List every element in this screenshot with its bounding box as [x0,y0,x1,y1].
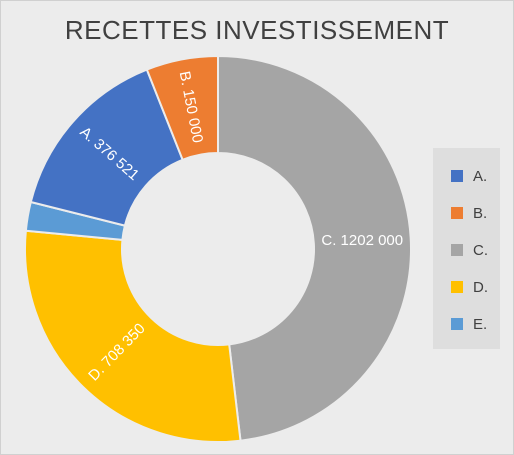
legend-item-b: B. [451,203,487,223]
legend-item-d: D. [451,277,488,297]
legend-swatch [451,281,463,293]
chart-title: RECETTES INVESTISSEMENT [64,15,450,45]
legend-label: C. [473,241,488,259]
legend: A. B. C. D. E. [433,148,500,349]
legend-swatch [451,207,463,219]
legend-label: B. [473,204,488,222]
legend-label: A. [473,167,488,185]
legend-item-e: E. [451,314,487,334]
slice-d [24,229,242,443]
slice-c [217,54,412,442]
legend-label: E. [473,315,488,333]
legend-item-c: C. [451,240,488,260]
legend-swatch [451,244,463,256]
legend-swatch [451,170,463,182]
data-label-c: C. 1202 000 [321,232,403,249]
legend-swatch [451,318,463,330]
legend-item-a: A. [451,166,487,186]
legend-label: D. [473,278,488,296]
slice-b [145,54,219,162]
